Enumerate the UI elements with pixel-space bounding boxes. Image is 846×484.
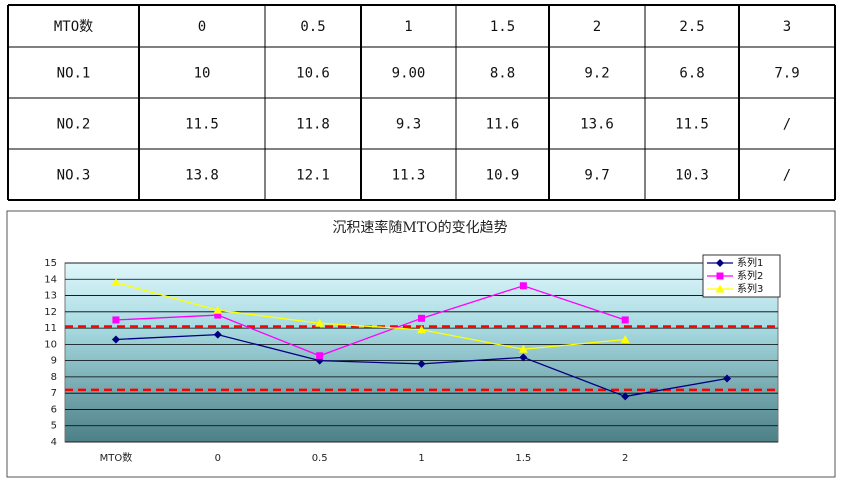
table-cell: 11.5 — [185, 117, 219, 133]
point — [417, 359, 426, 368]
table-cell: 8.8 — [490, 66, 515, 82]
table-cell: / — [783, 168, 791, 184]
point — [213, 330, 222, 339]
y-tick-label: 15 — [44, 258, 57, 269]
point — [518, 344, 528, 353]
point — [112, 316, 120, 324]
table-cell: / — [783, 117, 791, 133]
table-cell: 11.6 — [486, 117, 520, 133]
table-cell: 9.00 — [392, 66, 426, 82]
legend-label: 系列2 — [737, 269, 763, 282]
y-tick-label: 7 — [51, 388, 57, 399]
table-cell: 9.3 — [396, 117, 421, 133]
y-tick-label: 11 — [44, 323, 57, 334]
x-tick-label: 1.5 — [515, 453, 531, 464]
table-cell: 13.8 — [185, 168, 219, 184]
point — [621, 316, 629, 324]
point — [417, 325, 426, 334]
table-cell: 10.6 — [296, 66, 330, 82]
point — [213, 305, 223, 314]
table-cell: 10 — [194, 66, 211, 82]
table-cell: 1.5 — [490, 19, 515, 35]
table-cell: 7.9 — [774, 66, 799, 82]
point — [723, 374, 732, 383]
x-tick-label: MTO数 — [100, 451, 133, 464]
point — [716, 259, 724, 267]
y-tick-label: 14 — [44, 274, 57, 285]
table-cell: NO.1 — [57, 66, 91, 82]
chart-title: 沉积速率随MTO的变化趋势 — [332, 219, 507, 236]
point — [519, 282, 527, 290]
point — [418, 314, 425, 322]
x-tick-label: 0 — [215, 453, 221, 464]
y-tick-label: 13 — [44, 291, 57, 302]
table-cell: 11.3 — [392, 168, 426, 184]
table-cell: 9.7 — [584, 168, 609, 184]
point — [716, 272, 724, 280]
y-tick-label: 12 — [44, 307, 57, 318]
table-cell: 0 — [198, 19, 206, 35]
table-cell: 12.1 — [296, 168, 330, 184]
table-cell: 2.5 — [679, 19, 704, 35]
y-tick-label: 8 — [51, 372, 57, 383]
series-line — [115, 285, 626, 357]
point — [621, 392, 630, 401]
point — [316, 352, 324, 360]
point — [111, 278, 121, 287]
legend-label: 系列3 — [737, 282, 763, 295]
table-cell: 11.5 — [675, 117, 709, 133]
table-cell: 13.6 — [580, 117, 614, 133]
legend-label: 系列1 — [737, 256, 763, 269]
table-cell: MTO数 — [54, 19, 93, 35]
x-tick-label: 1 — [418, 453, 424, 464]
point — [214, 311, 222, 319]
x-tick-label: 2 — [622, 453, 628, 464]
table-cell: 0.5 — [300, 19, 325, 35]
table-cell: NO.3 — [57, 168, 91, 184]
y-tick-label: 5 — [51, 421, 57, 432]
point — [715, 284, 725, 293]
table-cell: 10.9 — [486, 168, 520, 184]
table-cell: NO.2 — [57, 117, 91, 133]
point — [111, 335, 120, 344]
y-tick-label: 6 — [51, 404, 57, 415]
table-cell: 2 — [593, 19, 601, 35]
series-line — [115, 281, 626, 350]
plot-area — [64, 262, 779, 443]
point — [620, 334, 630, 343]
x-tick-label: 0.5 — [312, 453, 328, 464]
table-cell: 1 — [404, 19, 412, 35]
y-tick-label: 10 — [44, 339, 57, 350]
y-tick-label: 9 — [51, 356, 57, 367]
table-cell: 6.8 — [679, 66, 704, 82]
table-cell: 3 — [783, 19, 791, 35]
point — [519, 353, 528, 362]
table-cell: 11.8 — [296, 117, 330, 133]
table-cell: 9.2 — [584, 66, 609, 82]
y-tick-label: 4 — [51, 437, 57, 448]
point — [315, 318, 325, 327]
table-cell: 10.3 — [675, 168, 709, 184]
